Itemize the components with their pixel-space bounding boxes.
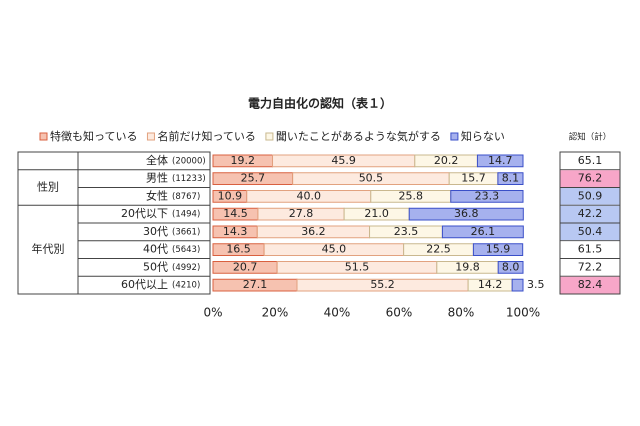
value-label: 26.1 [471, 225, 496, 238]
category-label: 40代 [143, 243, 168, 256]
legend-label: 特徴も知っている [50, 129, 137, 143]
value-label: 40.0 [297, 189, 322, 202]
category-label: 60代以上 [121, 278, 168, 291]
total-label: 76.2 [578, 172, 603, 185]
bar-segment [472, 243, 524, 256]
value-label: 19.2 [231, 154, 256, 167]
category-label: 全体 [146, 153, 168, 167]
value-label: 45.0 [322, 243, 347, 256]
legend-swatch [39, 132, 48, 141]
x-tick-label: 80% [448, 306, 475, 320]
category-label: 20代以下 [121, 207, 168, 220]
value-label: 27.1 [243, 278, 268, 291]
total-cell [560, 259, 620, 276]
bar-segment [511, 278, 524, 292]
sample-size: (4210) [172, 281, 200, 291]
sample-size: (3661) [172, 227, 200, 237]
value-label: 14.7 [488, 154, 513, 167]
bar-segment [441, 225, 524, 239]
total-cell [560, 276, 620, 294]
total-cell [560, 241, 620, 258]
total-label: 65.1 [578, 154, 603, 167]
value-label: 19.8 [455, 260, 480, 273]
bar-segment [497, 172, 524, 185]
total-label: 72.2 [578, 260, 603, 273]
sample-size: (4992) [172, 263, 200, 273]
bar-segment [408, 207, 524, 221]
value-label: 15.9 [486, 243, 511, 256]
value-label: 3.5 [527, 278, 545, 291]
value-label: 20.2 [434, 154, 459, 167]
value-label: 51.5 [345, 260, 370, 273]
value-label: 15.7 [461, 172, 486, 185]
total-label: 50.4 [578, 225, 603, 238]
chart-title: 電力自由化の認知（表１） [248, 96, 392, 111]
bar-segment [476, 154, 524, 168]
bar-segment [450, 190, 524, 203]
sample-size: (1494) [172, 210, 200, 220]
value-label: 20.7 [233, 260, 258, 273]
x-tick-label: 60% [386, 306, 413, 320]
value-label: 55.2 [370, 278, 395, 291]
x-tick-label: 100% [506, 306, 540, 320]
value-label: 25.8 [399, 189, 424, 202]
value-label: 22.5 [426, 243, 451, 256]
legend-swatch [450, 132, 459, 141]
value-label: 27.8 [289, 207, 314, 220]
category-label: 男性 [146, 171, 168, 185]
x-tick-label: 20% [262, 306, 289, 320]
total-label: 61.5 [578, 243, 603, 256]
value-label: 8.1 [502, 172, 520, 185]
category-label: 30代 [143, 225, 168, 238]
legend-swatch [265, 132, 274, 141]
sample-size: (5643) [172, 245, 200, 255]
value-label: 8.0 [502, 260, 520, 273]
value-label: 36.2 [301, 225, 326, 238]
total-header: 認知（計） [569, 132, 612, 143]
total-cell [560, 170, 620, 187]
value-label: 23.5 [394, 225, 419, 238]
x-tick-label: 40% [324, 306, 351, 320]
legend-label: 聞いたことがあるような気がする [276, 129, 441, 143]
x-tick-label: 0% [203, 306, 222, 320]
group-label: 年代別 [32, 242, 65, 256]
total-cell [560, 205, 620, 223]
total-cell [560, 223, 620, 241]
value-label: 45.9 [331, 154, 356, 167]
category-label: 50代 [143, 260, 168, 273]
total-label: 82.4 [578, 278, 603, 291]
total-label: 50.9 [578, 189, 603, 202]
value-label: 36.8 [454, 207, 479, 220]
sample-size: (20000) [172, 156, 206, 166]
total-label: 42.2 [578, 207, 603, 220]
value-label: 25.7 [241, 172, 266, 185]
category-label: 女性 [146, 188, 168, 202]
sample-size: (11233) [172, 174, 206, 184]
value-label: 50.5 [359, 172, 384, 185]
value-label: 14.3 [223, 225, 248, 238]
group-label: 性別 [37, 180, 59, 194]
legend-swatch [146, 132, 155, 141]
value-label: 21.0 [364, 207, 389, 220]
value-label: 14.2 [478, 278, 503, 291]
legend-label: 知らない [461, 129, 505, 143]
bar-segment [497, 261, 524, 274]
value-label: 14.5 [223, 207, 248, 220]
value-label: 23.3 [475, 189, 500, 202]
sample-size: (8767) [172, 192, 200, 202]
legend-label: 名前だけ知っている [157, 129, 255, 143]
total-cell [560, 188, 620, 205]
value-label: 10.9 [218, 189, 243, 202]
value-label: 16.5 [226, 243, 251, 256]
total-cell [560, 152, 620, 170]
